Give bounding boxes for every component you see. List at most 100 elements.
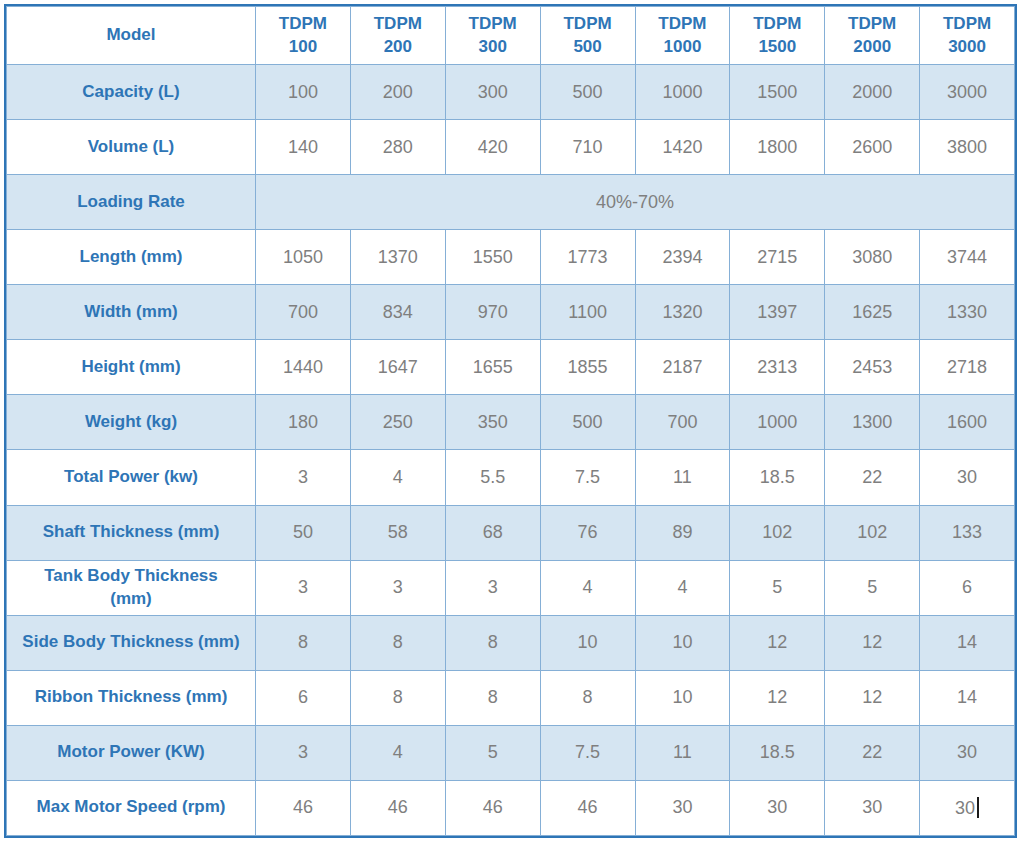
column-header-tdpm-300: TDPM300: [445, 7, 540, 65]
value-cell: 11: [635, 450, 730, 505]
value-cell: 12: [825, 615, 920, 670]
value-cell: 1320: [635, 285, 730, 340]
table-row: Length (mm)10501370155017732394271530803…: [7, 230, 1015, 285]
spec-table: Model TDPM100TDPM200TDPM300TDPM500TDPM10…: [6, 6, 1015, 836]
value-cell: 3: [350, 560, 445, 615]
value-cell: 1000: [730, 395, 825, 450]
value-cell: 280: [350, 120, 445, 175]
value-cell: 3: [256, 560, 351, 615]
value-cell: 8: [350, 615, 445, 670]
value-cell: 89: [635, 505, 730, 560]
value-cell: 2600: [825, 120, 920, 175]
row-label: Max Motor Speed (rpm): [7, 780, 256, 835]
value-cell: 4: [350, 725, 445, 780]
row-label: Tank Body Thickness (mm): [7, 560, 256, 615]
value-cell: 2715: [730, 230, 825, 285]
value-cell: 1300: [825, 395, 920, 450]
value-cell: 3: [445, 560, 540, 615]
value-cell: 4: [540, 560, 635, 615]
value-cell: 1600: [920, 395, 1015, 450]
column-header-tdpm-3000: TDPM3000: [920, 7, 1015, 65]
value-cell: 30: [730, 780, 825, 835]
table-row: Motor Power (KW)3457.51118.52230: [7, 725, 1015, 780]
value-cell: 2394: [635, 230, 730, 285]
value-cell: 12: [730, 615, 825, 670]
value-cell: 10: [635, 670, 730, 725]
value-cell: 8: [350, 670, 445, 725]
value-cell: 1647: [350, 340, 445, 395]
column-header-tdpm-100: TDPM100: [256, 7, 351, 65]
value-cell: 970: [445, 285, 540, 340]
value-cell: 58: [350, 505, 445, 560]
value-cell: 14: [920, 615, 1015, 670]
value-cell: 30: [920, 725, 1015, 780]
value-cell: 8: [256, 615, 351, 670]
value-cell: 5: [445, 725, 540, 780]
column-header-tdpm-1500: TDPM1500: [730, 7, 825, 65]
row-label: Total Power (kw): [7, 450, 256, 505]
merged-value-cell: 40%-70%: [256, 175, 1015, 230]
value-cell: 140: [256, 120, 351, 175]
row-label: Height (mm): [7, 340, 256, 395]
value-cell: 76: [540, 505, 635, 560]
row-label: Loading Rate: [7, 175, 256, 230]
table-row: Side Body Thickness (mm)8881010121214: [7, 615, 1015, 670]
value-cell: 2313: [730, 340, 825, 395]
value-cell: 4: [635, 560, 730, 615]
value-cell: 22: [825, 450, 920, 505]
value-cell: 1655: [445, 340, 540, 395]
column-header-tdpm-200: TDPM200: [350, 7, 445, 65]
value-cell: 102: [730, 505, 825, 560]
value-cell: 12: [825, 670, 920, 725]
row-label: Shaft Thickness (mm): [7, 505, 256, 560]
value-cell: 6: [920, 560, 1015, 615]
table-row: Weight (kg)180250350500700100013001600: [7, 395, 1015, 450]
table-row: Loading Rate40%-70%: [7, 175, 1015, 230]
value-cell: 18.5: [730, 725, 825, 780]
value-cell: 1397: [730, 285, 825, 340]
value-cell: 30: [920, 780, 1015, 835]
value-cell: 8: [445, 670, 540, 725]
value-cell: 500: [540, 395, 635, 450]
row-label: Weight (kg): [7, 395, 256, 450]
value-cell: 300: [445, 65, 540, 120]
value-cell: 10: [540, 615, 635, 670]
table-row: Capacity (L)1002003005001000150020003000: [7, 65, 1015, 120]
value-cell: 1800: [730, 120, 825, 175]
value-cell: 2000: [825, 65, 920, 120]
value-cell: 3: [256, 725, 351, 780]
table-row: Max Motor Speed (rpm)4646464630303030: [7, 780, 1015, 835]
table-row: Width (mm)70083497011001320139716251330: [7, 285, 1015, 340]
value-cell: 8: [445, 615, 540, 670]
value-cell: 180: [256, 395, 351, 450]
value-cell: 1550: [445, 230, 540, 285]
value-cell: 3744: [920, 230, 1015, 285]
value-cell: 834: [350, 285, 445, 340]
value-cell: 200: [350, 65, 445, 120]
value-cell: 1500: [730, 65, 825, 120]
row-label: Length (mm): [7, 230, 256, 285]
value-cell: 3080: [825, 230, 920, 285]
value-cell: 1100: [540, 285, 635, 340]
value-cell: 1855: [540, 340, 635, 395]
value-cell: 4: [350, 450, 445, 505]
table-header: Model TDPM100TDPM200TDPM300TDPM500TDPM10…: [7, 7, 1015, 65]
value-cell: 2453: [825, 340, 920, 395]
value-cell: 5: [825, 560, 920, 615]
text-caret: [977, 797, 979, 818]
value-cell: 46: [350, 780, 445, 835]
header-row: Model TDPM100TDPM200TDPM300TDPM500TDPM10…: [7, 7, 1015, 65]
value-cell: 46: [540, 780, 635, 835]
value-cell: 30: [635, 780, 730, 835]
value-cell: 30: [920, 450, 1015, 505]
value-cell: 1773: [540, 230, 635, 285]
value-cell: 2718: [920, 340, 1015, 395]
row-label: Volume (L): [7, 120, 256, 175]
value-cell: 1625: [825, 285, 920, 340]
value-cell: 7.5: [540, 450, 635, 505]
value-cell: 500: [540, 65, 635, 120]
value-cell: 10: [635, 615, 730, 670]
table-row: Ribbon Thickness (mm)688810121214: [7, 670, 1015, 725]
value-cell: 18.5: [730, 450, 825, 505]
column-header-tdpm-2000: TDPM2000: [825, 7, 920, 65]
